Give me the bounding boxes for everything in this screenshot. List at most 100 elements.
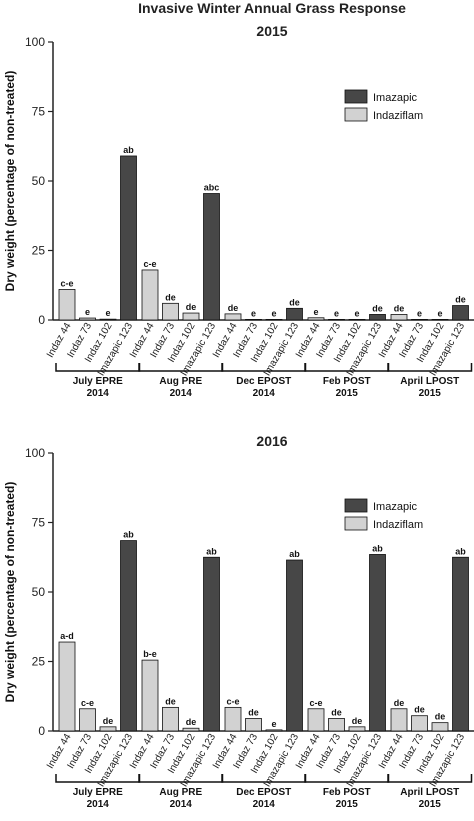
bar-indaziflam: [411, 715, 428, 732]
group-label: July EPRE: [73, 787, 123, 798]
bar-indaziflam: [58, 641, 76, 732]
significance-letter: c-e: [81, 698, 94, 708]
bar-indaziflam: [348, 726, 366, 732]
y-tick-label: 100: [25, 35, 45, 49]
significance-letter: de: [394, 698, 405, 708]
group-label-year: 2015: [419, 799, 442, 810]
bar-indaziflam: [390, 708, 408, 732]
legend-label: Indaziflam: [373, 110, 423, 122]
significance-letter: c-e: [226, 696, 239, 706]
group-label-year: 2015: [336, 799, 359, 810]
bar-imazapic: [369, 554, 386, 732]
bar-indaziflam: [245, 318, 262, 321]
significance-letter: abc: [204, 183, 220, 193]
y-tick-label: 75: [32, 516, 46, 530]
significance-letter: ab: [206, 546, 217, 556]
chart-panel-2015: 2015 Dry weight (percentage of non-treate…: [3, 23, 474, 399]
legend-swatch-imazapic: [344, 498, 368, 513]
bar-imazapic: [286, 559, 303, 732]
group-label: Feb POST: [323, 787, 371, 798]
bar-imazapic: [452, 556, 469, 732]
y-axis-label: Dry weight (percentage of non-treated): [3, 71, 17, 292]
chart-panel-2016: 2016 Dry weight (percentage of non-treate…: [3, 433, 474, 810]
bar-imazapic: [286, 307, 303, 321]
legend: Imazapic Indaziflam: [344, 498, 423, 531]
significance-letter: de: [352, 716, 363, 726]
significance-letter: c-e: [143, 259, 156, 269]
bar-indaziflam: [265, 729, 283, 732]
group-label-year: 2014: [87, 388, 110, 399]
y-tick-label: 75: [32, 105, 46, 119]
chart-panels: 2015 Dry weight (percentage of non-treate…: [3, 23, 474, 810]
significance-letter: de: [186, 302, 197, 312]
group-label: July EPRE: [73, 376, 123, 387]
bar-indaziflam: [265, 318, 283, 321]
significance-letter: e: [354, 308, 359, 318]
bar-indaziflam: [390, 314, 408, 321]
significance-letter: a-d: [60, 631, 74, 641]
bar-indaziflam: [307, 708, 325, 732]
group-label-year: 2015: [419, 388, 442, 399]
group-label: Aug PRE: [159, 376, 202, 387]
group-label: Dec EPOST: [236, 787, 291, 798]
group-label: April LPOST: [400, 787, 459, 798]
significance-letter: ab: [289, 549, 300, 559]
significance-letter: de: [165, 696, 176, 706]
group-label-year: 2014: [253, 799, 276, 810]
bar-indaziflam: [328, 718, 345, 732]
significance-letter: e: [271, 308, 276, 318]
bar-imazapic: [120, 540, 137, 732]
significance-letter: de: [248, 707, 259, 717]
bar-indaziflam: [162, 706, 179, 732]
bar-indaziflam: [224, 706, 242, 732]
significance-letter: e: [105, 308, 110, 318]
bar-indaziflam: [431, 318, 449, 321]
significance-letter: de: [186, 717, 197, 727]
significance-letter: de: [165, 292, 176, 302]
bar-imazapic: [120, 155, 137, 321]
significance-letter: e: [417, 308, 422, 318]
panel-title: 2015: [256, 23, 287, 39]
legend-swatch-imazapic: [344, 89, 368, 104]
significance-letter: de: [435, 712, 446, 722]
significance-letter: c-e: [309, 698, 322, 708]
significance-letter: de: [331, 707, 342, 717]
bar-indaziflam: [182, 312, 200, 321]
bar-indaziflam: [328, 318, 345, 321]
group-label-year: 2014: [87, 799, 110, 810]
group-label: April LPOST: [400, 376, 459, 387]
significance-letter: de: [372, 303, 383, 313]
y-axis-label: Dry weight (percentage of non-treated): [3, 482, 17, 703]
panel-title: 2016: [256, 433, 287, 449]
bar-indaziflam: [431, 722, 449, 732]
bar-indaziflam: [411, 318, 428, 321]
y-tick-label: 0: [38, 313, 45, 327]
bar-indaziflam: [224, 313, 242, 321]
significance-letter: de: [455, 295, 466, 305]
figure-title: Invasive Winter Annual Grass Response: [138, 0, 406, 16]
legend-swatch-indaziflam: [344, 516, 368, 531]
y-tick-label: 50: [32, 174, 46, 188]
bar-indaziflam: [99, 318, 117, 321]
bar-indaziflam: [182, 727, 200, 732]
bar-indaziflam: [79, 317, 96, 321]
significance-letter: ab: [372, 543, 383, 553]
group-label-year: 2014: [170, 388, 193, 399]
group-label: Aug PRE: [159, 787, 202, 798]
significance-letter: ab: [123, 530, 134, 540]
legend-label: Imazapic: [373, 92, 418, 104]
significance-letter: de: [394, 303, 405, 313]
bar-indaziflam: [79, 708, 96, 732]
y-tick-label: 0: [38, 724, 45, 738]
bar-indaziflam: [141, 269, 159, 321]
group-label-year: 2014: [170, 799, 193, 810]
significance-letter: e: [85, 307, 90, 317]
group-label: Dec EPOST: [236, 376, 291, 387]
bar-imazapic: [452, 305, 469, 321]
group-label-year: 2015: [336, 388, 359, 399]
bar-indaziflam: [348, 318, 366, 321]
group-bracket: [387, 363, 473, 372]
y-tick-label: 25: [32, 244, 46, 258]
